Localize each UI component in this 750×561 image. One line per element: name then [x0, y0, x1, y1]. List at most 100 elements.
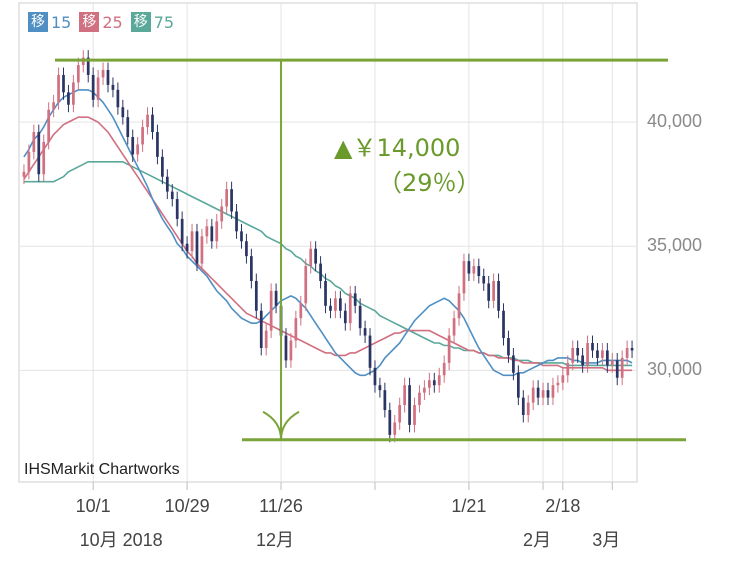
candle-body-56: [299, 303, 303, 319]
candle-body-60: [319, 263, 322, 281]
candle-body-21: [126, 117, 130, 138]
candle-body-40: [220, 206, 224, 222]
legend-item-ma75[interactable]: 移 75: [130, 12, 175, 32]
candle-body-89: [462, 261, 466, 294]
candle-body-72: [378, 385, 382, 391]
candle-body-41: [225, 189, 229, 207]
candle-body-27: [156, 132, 159, 157]
candle-body-38: [210, 226, 214, 242]
candle-body-42: [230, 189, 233, 212]
candle-body-32: [180, 218, 184, 244]
change-annotation: ▲￥14,000: [334, 134, 461, 162]
candle-body-86: [447, 335, 451, 363]
candle-body-49: [264, 330, 268, 348]
candle-body-43: [235, 211, 238, 232]
candle-body-16: [101, 70, 105, 78]
legend-ma25-marker: 移: [79, 12, 100, 32]
candle-body-34: [190, 231, 194, 252]
y-tick-label-0: 30,000: [647, 359, 703, 380]
candle-body-35: [195, 231, 199, 264]
x-tick-sublabel-2: 12月: [256, 530, 295, 550]
legend-ma75-label: 75: [153, 12, 175, 32]
legend-ma15-marker: 移: [28, 12, 48, 32]
candle-body-54: [289, 340, 293, 361]
legend-ma25-label: 25: [102, 12, 123, 32]
candle-body-119: [610, 360, 614, 366]
candle-body-123: [630, 347, 634, 351]
ma25-line: [23, 116, 633, 372]
candle-body-94: [487, 283, 491, 301]
candle-body-22: [131, 137, 135, 155]
candle-body-14: [91, 74, 95, 100]
ma75-line: [23, 161, 633, 367]
candle-body-85: [442, 362, 446, 376]
candle-body-13: [86, 57, 90, 75]
candle-body-20: [121, 107, 125, 118]
candle-body-90: [467, 261, 471, 274]
candle-body-107: [551, 385, 555, 398]
candle-body-101: [521, 397, 525, 415]
candle-body-37: [205, 226, 209, 237]
candle-body-100: [516, 372, 520, 398]
candle-body-51: [274, 290, 278, 306]
candle-body-92: [477, 266, 481, 277]
candle-body-28: [161, 156, 164, 177]
candle-body-84: [437, 375, 441, 386]
candle-body-65: [343, 310, 347, 324]
x-tick-label-4: 1/21: [451, 496, 487, 516]
candle-body-111: [571, 347, 575, 363]
candle-body-18: [111, 84, 115, 90]
candle-body-2: [32, 132, 36, 152]
candle-body-1: [27, 151, 31, 172]
y-tick-label-1: 35,000: [647, 235, 703, 256]
x-tick-label-2: 11/26: [259, 496, 303, 516]
candle-body-8: [62, 74, 65, 93]
candle-body-75: [393, 422, 397, 435]
y-tick-label-2: 40,000: [647, 111, 703, 132]
candle-body-120: [615, 360, 619, 378]
plot-frame: [18, 2, 638, 483]
candle-body-112: [576, 347, 580, 356]
x-tick-sublabel-7: 3月: [592, 530, 621, 550]
candle-body-117: [601, 350, 604, 358]
candle-body-46: [250, 256, 253, 281]
candle-body-73: [383, 390, 387, 411]
candle-body-99: [512, 355, 515, 373]
candle-body-80: [418, 392, 421, 406]
candle-body-17: [106, 70, 110, 85]
x-tick-label-0: 10/1: [75, 496, 111, 516]
candle-body-98: [507, 338, 510, 356]
candle-body-76: [398, 405, 402, 423]
candle-body-105: [541, 390, 545, 398]
candle-body-58: [309, 248, 313, 267]
candle-body-7: [57, 74, 60, 103]
candle-body-62: [329, 305, 332, 311]
legend-item-ma25[interactable]: 移 25: [79, 12, 123, 32]
candle-body-31: [175, 199, 179, 219]
candle-body-53: [284, 335, 288, 361]
candle-body-77: [403, 385, 406, 406]
legend-ma75-marker: 移: [130, 12, 151, 32]
candle-body-71: [373, 367, 377, 386]
candle-body-66: [348, 293, 352, 324]
candle-body-63: [334, 298, 337, 311]
candle-body-116: [596, 350, 599, 358]
candle-body-47: [254, 280, 258, 311]
candle-body-70: [368, 335, 372, 368]
legend-item-ma15[interactable]: 移 15: [28, 12, 71, 32]
candle-body-82: [427, 380, 431, 388]
x-tick-sublabel-0: 10月 2018: [79, 530, 163, 550]
candle-body-96: [497, 280, 500, 311]
candle-body-95: [492, 280, 495, 301]
candle-body-64: [339, 298, 342, 311]
candle-body-50: [269, 290, 273, 331]
candle-body-68: [358, 305, 362, 329]
candle-body-93: [482, 276, 486, 284]
candle-body-81: [423, 387, 426, 393]
candle-body-104: [536, 387, 540, 398]
candle-body-9: [67, 92, 70, 105]
x-tick-label-1: 10/29: [164, 496, 210, 516]
candle-body-103: [531, 387, 535, 403]
